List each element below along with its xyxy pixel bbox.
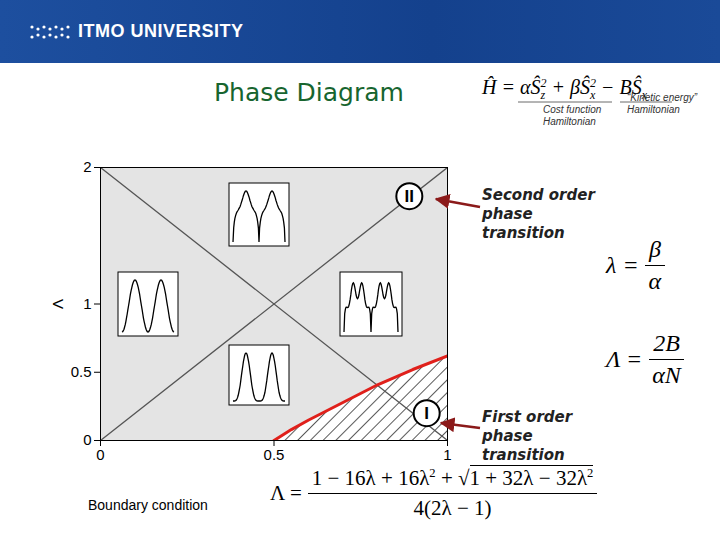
- html-text:2B: 2B: [653, 330, 680, 356]
- html-text:α: α: [648, 268, 662, 294]
- svg-text:1: 1: [443, 446, 451, 463]
- svg-text:2: 2: [83, 158, 91, 175]
- html-text:Ĥ = α Ŝ2: Ĥ = α Ŝ2: [482, 76, 547, 98]
- html-text:Cost function Hamiltonian: Cost function Hamiltonian: [543, 104, 602, 127]
- html-text:β: β: [648, 236, 661, 262]
- svg-text:0: 0: [96, 446, 104, 463]
- html-text:x− B Ŝx: x− B Ŝx: [589, 76, 647, 103]
- svg-text:I: I: [424, 404, 429, 423]
- html-text:4(2λ − 1): 4(2λ − 1): [413, 496, 492, 520]
- svg-text:0.5: 0.5: [264, 446, 285, 463]
- html-text:1 − 16λ + 16λ2+ √ 1 + 32λ − 32: 1 − 16λ + 16λ2+ √ 1 + 32λ − 32λ2: [311, 466, 594, 490]
- html-text:αN: αN: [652, 362, 681, 388]
- svg-text:1: 1: [83, 295, 91, 312]
- svg-text:0.5: 0.5: [71, 363, 92, 380]
- svg-text:Λ: Λ: [49, 299, 66, 309]
- html-text:Λ =: Λ =: [270, 481, 302, 505]
- svg-text:II: II: [405, 187, 414, 206]
- html-text:ITMO UNIVERSITY: ITMO UNIVERSITY: [78, 21, 244, 41]
- svg-text:0: 0: [83, 431, 91, 448]
- html-text:λ =: λ =: [606, 252, 639, 278]
- html-text:First order phase transition: First order phase transition: [482, 408, 573, 464]
- html-text:Second order phase transition: Second order phase transition: [482, 186, 595, 242]
- html-text:“Kinetic energy” Hamiltonian: “Kinetic energy” Hamiltonian: [627, 92, 697, 115]
- html-text:Boundary condition: Boundary condition: [88, 497, 208, 513]
- html-text:Phase Diagram: Phase Diagram: [214, 78, 404, 107]
- html-text:z+ β Ŝ2: z+ β Ŝ2: [540, 76, 596, 103]
- html-text:Λ =: Λ =: [606, 346, 643, 372]
